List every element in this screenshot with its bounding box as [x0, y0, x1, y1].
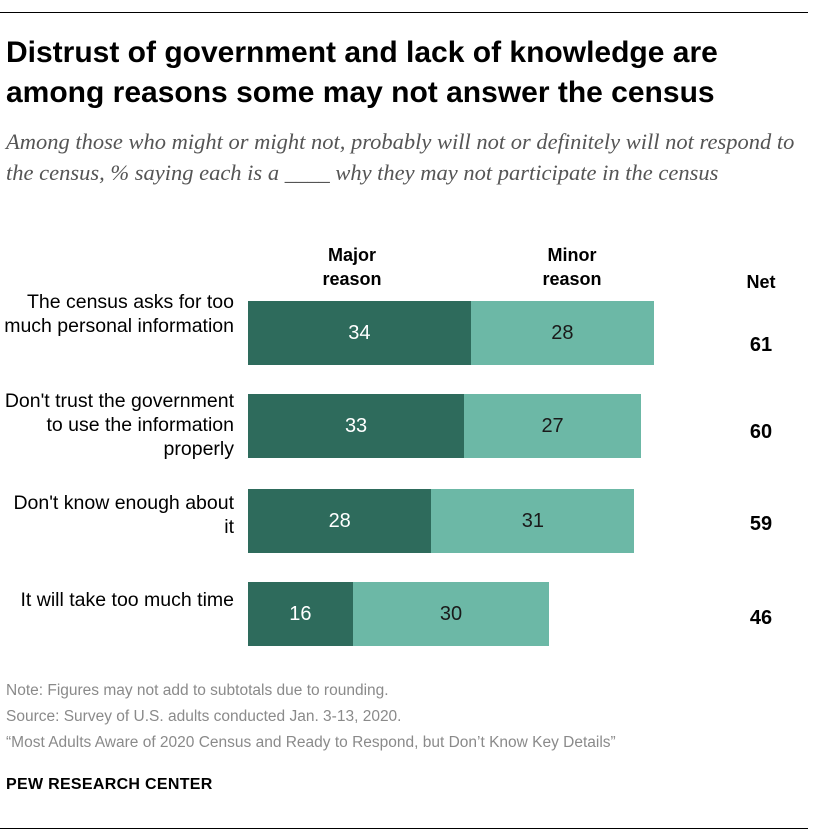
bar-major-2	[248, 489, 432, 553]
bar-label-major-0: 34	[348, 322, 371, 344]
top-rule	[0, 12, 808, 13]
bar-major-0	[248, 301, 471, 365]
bar-label-major-3: 16	[289, 603, 312, 625]
bar-label-major-2: 28	[328, 510, 351, 532]
chart-subtitle: Among those who might or might not, prob…	[6, 129, 795, 185]
column-header-major: Major reason	[322, 245, 382, 289]
footer-note: Note: Figures may not add to subtotals d…	[6, 682, 389, 699]
net-value-3: 46	[749, 607, 773, 629]
chart-title: Distrust of government and lack of knowl…	[6, 36, 718, 109]
category-label-3: It will take too much time	[20, 589, 235, 611]
footer-report-title: “Most Adults Aware of 2020 Census and Re…	[6, 734, 616, 751]
bar-minor-0	[470, 301, 655, 365]
pew-research-center-logo: PEW RESEARCH CENTER	[6, 776, 213, 793]
bottom-rule	[0, 828, 808, 829]
category-label-1: Don't trust the government to use the in…	[4, 390, 234, 460]
net-value-0: 61	[749, 334, 773, 356]
bar-minor-2	[431, 489, 635, 553]
footer-source: Source: Survey of U.S. adults conducted …	[6, 708, 402, 725]
bar-label-minor-2: 31	[521, 510, 545, 532]
category-label-2: Don't know enough about it	[13, 492, 234, 538]
category-label-0: The census asks for too much personal in…	[4, 291, 234, 337]
column-header-net: Net	[746, 272, 776, 292]
bar-label-minor-1: 27	[541, 415, 564, 437]
net-value-1: 60	[749, 421, 773, 443]
bar-major-1	[248, 394, 465, 458]
bar-label-minor-0: 28	[551, 322, 574, 344]
bar-minor-3	[352, 582, 550, 646]
bar-label-minor-3: 30	[439, 603, 463, 625]
bar-major-3	[248, 582, 353, 646]
bar-minor-1	[464, 394, 641, 458]
column-header-minor: Minor reason	[542, 245, 602, 289]
bar-label-major-1: 33	[344, 415, 368, 437]
net-value-2: 59	[749, 513, 773, 535]
